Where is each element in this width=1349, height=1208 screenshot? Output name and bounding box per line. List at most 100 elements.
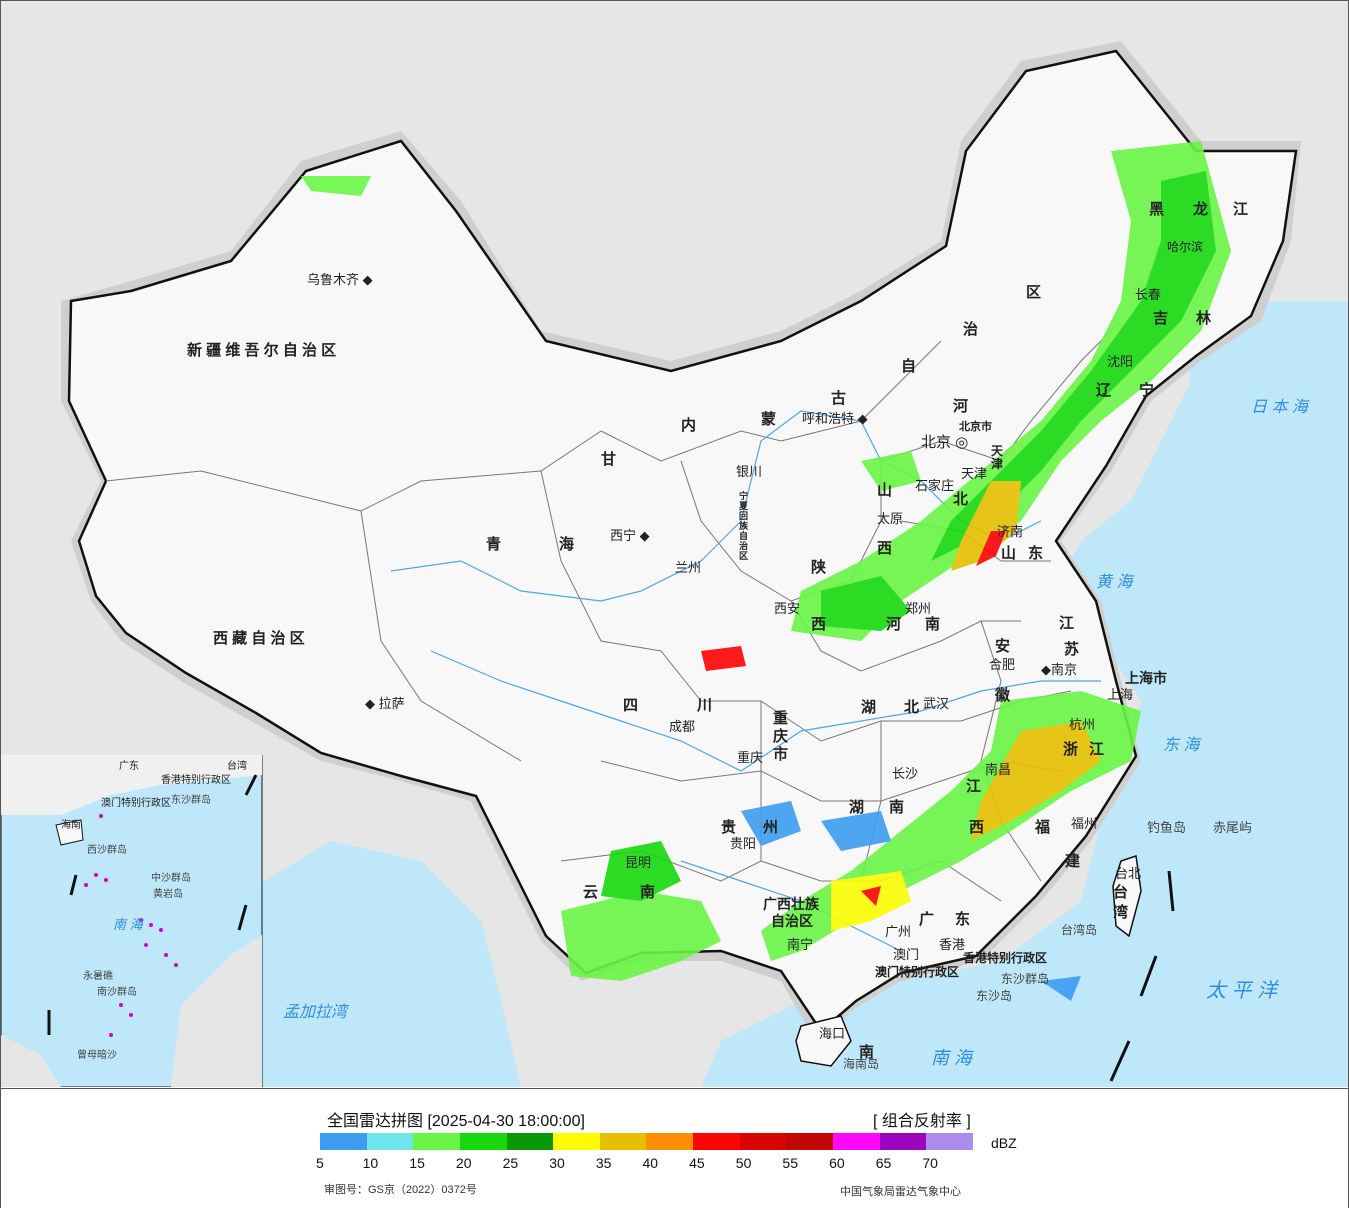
inset-hainan: 海南 [61,820,81,831]
province-label-hunan-2: 南 [889,799,905,816]
province-label-hubei-1: 湖 [861,699,877,716]
city-changsha: 长沙 [892,763,918,782]
island-dongsha: 东沙岛 [976,989,1013,1003]
legend-swatch [786,1133,834,1150]
city-label: 太原 [877,511,904,526]
city-urumqi: 乌鲁木齐 ◆ [307,272,373,287]
province-label-neimenggu-6: 区 [1026,284,1042,301]
inset-nansha: 南沙群岛 [97,987,137,998]
province-label-taiwan-2: 湾 [1113,904,1129,921]
city-label: 香港 [939,937,966,952]
legend-tick-label: 50 [735,1155,752,1171]
legend-swatch [693,1133,740,1150]
city-jinan: 济南 [997,521,1023,540]
legend-swatch [879,1133,927,1150]
province-label-hubei-2: 北 [904,699,920,716]
province-label-neimenggu-5: 治 [963,321,979,338]
city-changchun: 长春 [1135,284,1161,303]
legend-swatch [413,1133,460,1150]
inset-zengmu: 曾母暗沙 [77,1050,117,1061]
province-label-beijing: 北京市 [959,421,992,433]
legend-tick-label: 25 [502,1155,519,1171]
map-area: 新 疆 维 吾 尔 自 治 区 西 藏 自 治 区 青 海 甘 内 蒙 古 自 … [1,1,1348,1087]
city-label: 贵阳 [730,836,757,851]
city-label: 杭州 [1069,717,1096,732]
province-label-neimenggu-4: 自 [901,358,917,375]
inset-dongsha: 东沙群岛 [171,795,211,806]
city-shijiazhuang: 石家庄 [915,475,954,494]
city-label: 武汉 [923,696,950,711]
maritime-boundaries [1109,870,1175,1082]
province-label-jilin-1: 吉 [1153,310,1169,327]
city-kunming: 昆明 [625,852,651,871]
bengal-water [231,841,521,1087]
china-radar-map [61,41,1348,1087]
legend-tick-label: 30 [549,1155,565,1171]
legend-color-bar [320,1133,973,1150]
legend-swatch [833,1133,880,1150]
province-label-tianjin: 天津 [991,444,1004,471]
province-label-shaanxi-2: 西 [811,616,827,633]
province-label-hongkong: 香港特别行政区 [963,951,1048,965]
city-label: 银川 [736,464,763,479]
city-xining: 西宁 ◆ [610,528,650,543]
city-zhengzhou: 郑州 [905,598,931,617]
city-label: 兰州 [675,560,702,575]
city-lanzhou: 兰州 [675,557,701,576]
province-label-henan-1: 河 [886,616,902,633]
province-label-zhejiang-2: 江 [1089,741,1105,758]
city-label: 石家庄 [915,478,955,493]
province-label-xizang: 西 藏 自 治 区 [213,630,305,647]
legend-panel: 全国雷达拼图 [2025-04-30 18:00:00] [ 组合反射率 ] d… [1,1088,1348,1208]
legend-tick-label: 5 [316,1155,324,1171]
province-label-zhejiang-1: 浙 [1063,741,1079,758]
legend-tick-label: 45 [689,1155,705,1171]
legend-title: 全国雷达拼图 [2025-04-30 18:00:00] [327,1113,585,1130]
province-label-ningxia: 宁夏回族自治区 [739,491,749,561]
province-label-shanxi-1: 山 [877,482,893,499]
legend-swatch [459,1133,507,1150]
province-label-gansu: 甘 [601,451,617,468]
city-fuzhou: 福州 [1071,813,1097,832]
province-label-guangxi-2: 自治区 [771,913,813,929]
island-chiwei: 赤尾屿 [1213,820,1253,835]
province-label-guizhou-1: 贵 [721,819,737,836]
city-guangzhou: 广州 [885,921,911,940]
city-label: 南昌 [985,762,1012,777]
city-macao: 澳门 [893,944,919,963]
city-chongqing: 重庆 [737,747,763,766]
city-hohhot: 呼和浩特 ◆ [802,411,868,426]
province-label-sichuan-2: 川 [697,697,713,714]
city-label: 长春 [1135,287,1162,302]
city-label: 成都 [669,719,696,734]
province-label-shandong-1: 山 [1001,545,1017,562]
city-lhasa: ◆ 拉萨 [365,696,405,711]
city-beijing: 北京 ◎ [921,434,969,451]
province-label-anhui-2: 徽 [995,687,1011,704]
island-dongsha-islands: 东沙群岛 [1001,972,1050,986]
province-label-heilongjiang-1: 黑 [1149,201,1165,218]
city-taiyuan: 太原 [877,508,903,527]
province-label-shanghai: 上海市 [1125,670,1167,686]
city-label: 福州 [1071,816,1098,831]
city-hefei: 合肥 [989,654,1015,673]
sea-label-japan: 日 本 海 [1251,399,1308,416]
city-tianjin: 天津 [961,463,987,482]
city-label: 海口 [819,1026,846,1041]
legend-swatch [599,1133,647,1150]
province-label-xinjiang: 新 疆 维 吾 尔 自 治 区 [187,342,337,359]
city-label: 西安 [774,601,801,616]
city-label: 哈尔滨 [1167,240,1204,254]
province-label-guizhou-2: 州 [763,819,779,836]
legend-swatch [553,1133,600,1150]
province-label-shandong-2: 东 [1028,545,1044,562]
province-label-hainan: 南 [859,1044,875,1061]
city-label: 北京 [921,434,952,451]
province-label-heilongjiang-3: 江 [1233,201,1249,218]
province-label-taiwan-1: 台 [1113,884,1129,901]
city-label: 台北 [1115,866,1142,881]
city-label: 西宁 [610,528,637,543]
legend-tick-label: 40 [642,1155,659,1171]
inset-hongkong: 香港特别行政区 [161,775,231,786]
